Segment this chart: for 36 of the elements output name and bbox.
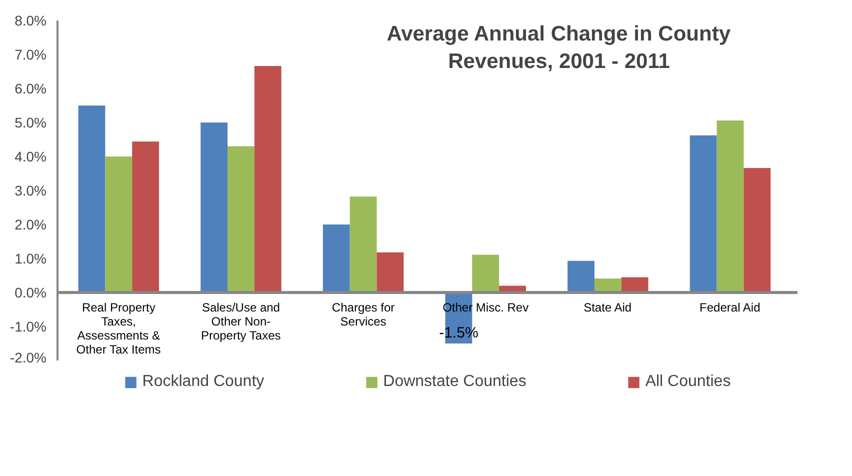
bar bbox=[621, 277, 648, 292]
bar bbox=[322, 224, 350, 292]
legend-label: All Counties bbox=[645, 373, 731, 391]
bar bbox=[376, 252, 404, 292]
x-tick-label: Sales/Use and Other Non-Property Taxes bbox=[200, 300, 281, 342]
legend-label: Rockland County bbox=[142, 373, 264, 391]
bar bbox=[105, 156, 132, 292]
y-tick-label: -2.0% bbox=[10, 350, 47, 366]
bar bbox=[568, 260, 594, 292]
bar bbox=[594, 278, 622, 292]
x-tick-label: State Aid bbox=[584, 300, 632, 314]
y-tick-label: 2.0% bbox=[14, 216, 47, 232]
y-tick-label: -1.0% bbox=[10, 318, 47, 334]
bar bbox=[716, 120, 744, 292]
bar bbox=[350, 196, 377, 292]
bar bbox=[254, 66, 282, 292]
y-tick-label: 4.0% bbox=[14, 148, 47, 164]
y-tick-label: 5.0% bbox=[14, 114, 47, 130]
bar bbox=[744, 168, 771, 292]
y-tick-label: 8.0% bbox=[14, 12, 47, 28]
bar bbox=[78, 106, 106, 292]
text: Average Annual Change in County Revenues, 2001 - 2011 bbox=[386, 22, 731, 74]
bar bbox=[228, 146, 254, 292]
y-tick-label: 6.0% bbox=[14, 80, 47, 96]
bar bbox=[472, 254, 500, 292]
y-tick-label: 1.0% bbox=[14, 250, 47, 266]
x-tick-label: Real Property Taxes, Assessments & Other Tax Items bbox=[76, 300, 161, 356]
y-tick-label: 0.0% bbox=[14, 284, 47, 300]
bar bbox=[690, 135, 717, 292]
x-tick-label: Federal Aid bbox=[700, 300, 760, 314]
y-tick-label: 7.0% bbox=[14, 46, 47, 62]
y-tick-label: 3.0% bbox=[14, 182, 47, 198]
bar bbox=[200, 122, 228, 292]
bar bbox=[132, 142, 160, 292]
legend-label: Downstate Counties bbox=[383, 373, 526, 391]
x-tick-label: Charges for Services bbox=[332, 300, 395, 328]
